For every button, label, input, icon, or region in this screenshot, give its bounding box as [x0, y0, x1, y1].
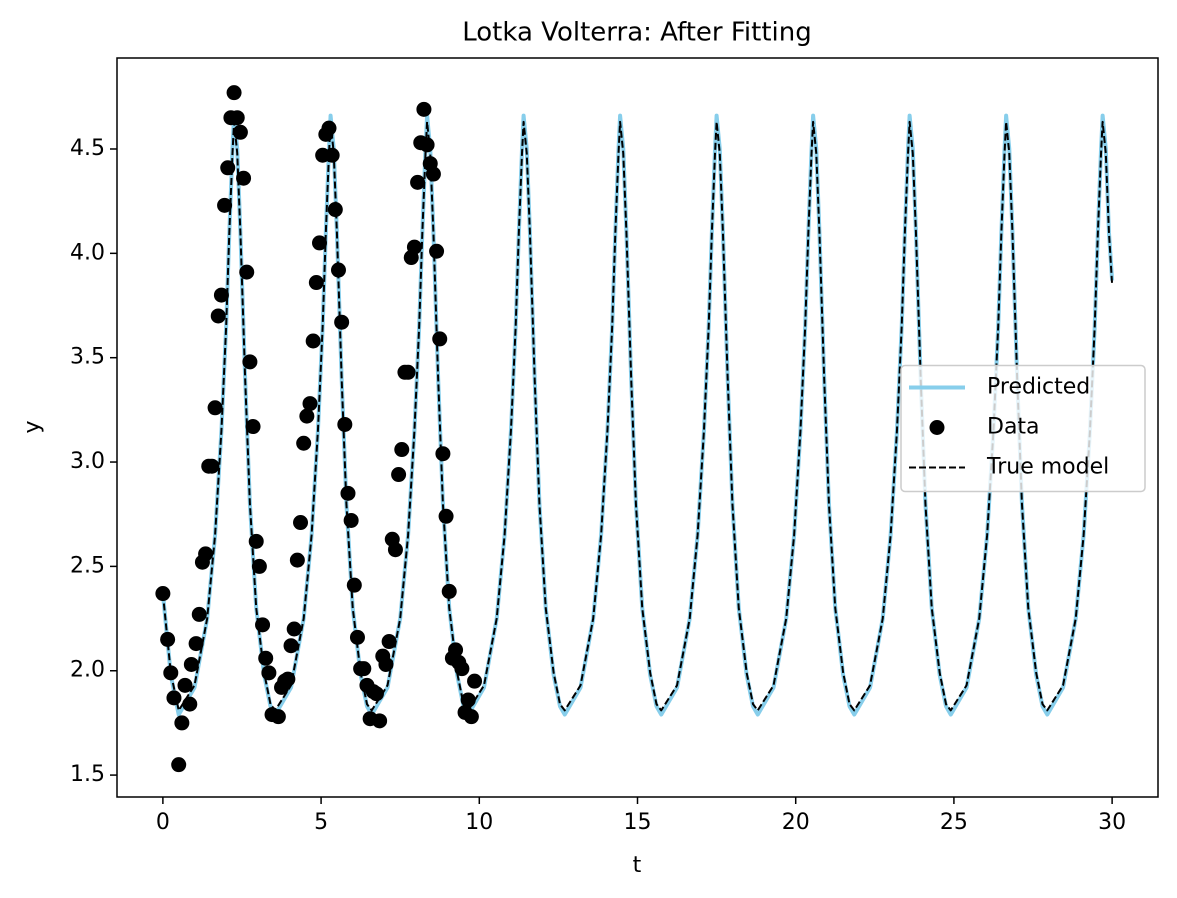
line	[161, 120, 1114, 712]
data-point	[283, 638, 299, 654]
data-point	[346, 577, 362, 593]
data-point	[334, 314, 350, 330]
data-point	[324, 147, 340, 163]
data-point	[229, 110, 245, 126]
data-point	[463, 709, 479, 725]
data-point	[213, 287, 229, 303]
data-point	[210, 308, 226, 324]
legend-symbol	[929, 420, 945, 435]
data-point	[270, 709, 286, 725]
chart-title: Lotka Volterra: After Fitting	[462, 18, 811, 48]
data-point	[183, 656, 199, 672]
data-point	[299, 408, 315, 424]
data-point	[327, 202, 343, 218]
data-point	[217, 197, 233, 213]
legend-label: Predicted	[987, 375, 1090, 400]
data-point	[441, 583, 457, 599]
data-point	[425, 166, 441, 182]
legend: Predicted Data True model	[900, 364, 1146, 493]
x-tick-label: 25	[940, 810, 968, 835]
data-point	[343, 512, 359, 528]
data-point	[293, 515, 309, 531]
data-point	[245, 419, 261, 435]
data-point	[391, 467, 407, 483]
data-point	[368, 686, 384, 702]
plot-area	[155, 85, 1115, 773]
data-point	[236, 170, 252, 186]
y-tick-label: 3.5	[70, 345, 105, 370]
y-tick-label: 1.5	[70, 762, 105, 787]
y-tick-label: 2.0	[70, 658, 105, 683]
data-point	[394, 442, 410, 458]
data-point	[416, 101, 432, 117]
y-tick-label: 3.0	[70, 449, 105, 474]
data-point	[204, 458, 220, 474]
data-point	[429, 243, 445, 259]
data-point	[419, 137, 435, 153]
data-point	[308, 275, 324, 291]
data-point	[296, 435, 312, 451]
y-tick-label: 2.5	[70, 553, 105, 578]
data-point	[198, 546, 214, 562]
data-point	[321, 120, 337, 136]
data-point	[406, 239, 422, 255]
data-point	[349, 629, 365, 645]
data-point	[251, 558, 267, 574]
data-point	[207, 400, 223, 416]
data-point	[467, 673, 483, 689]
x-tick-label: 10	[465, 810, 493, 835]
legend-label: True model	[986, 455, 1109, 480]
data-point	[454, 661, 470, 677]
x-tick-label: 20	[782, 810, 810, 835]
data-point	[226, 85, 242, 101]
data-point	[372, 713, 388, 729]
plot-frame	[116, 57, 1159, 798]
data-point	[432, 331, 448, 347]
x-tick-label: 30	[1098, 810, 1126, 835]
x-tick-label: 15	[624, 810, 652, 835]
data-point	[305, 333, 321, 349]
data-point	[438, 508, 454, 524]
data-point	[410, 174, 426, 190]
data-point	[286, 621, 302, 637]
data-point	[242, 354, 258, 370]
data-point	[191, 606, 207, 622]
data-point	[232, 124, 248, 140]
data-point	[239, 264, 255, 280]
data-point	[261, 665, 277, 681]
data-point	[177, 677, 193, 693]
data-point	[387, 542, 403, 558]
x-tick-label: 0	[156, 810, 170, 835]
data-point	[163, 665, 179, 681]
data-point	[248, 533, 264, 549]
data-point	[330, 262, 346, 278]
legend-box	[900, 364, 1146, 493]
data-point	[400, 364, 416, 380]
data-point	[182, 696, 198, 712]
y-tick-label: 4.0	[70, 240, 105, 265]
x-tick-label: 5	[314, 810, 328, 835]
data-point	[166, 690, 182, 706]
y-tick-label: 4.5	[70, 136, 105, 161]
data-point	[340, 485, 356, 501]
data-point	[258, 650, 274, 666]
data-point	[337, 416, 353, 432]
data-point	[435, 446, 451, 462]
data-point	[174, 715, 190, 731]
legend-label: Data	[987, 415, 1040, 440]
x-axis-label: t	[633, 853, 642, 878]
y-axis-label: y	[20, 420, 45, 433]
data-point	[302, 396, 318, 412]
data-point	[280, 671, 296, 687]
data-point	[171, 757, 187, 773]
data-point	[378, 656, 394, 672]
data-point	[448, 642, 464, 658]
data-point	[188, 636, 204, 652]
data-point	[289, 552, 305, 568]
data-point	[312, 235, 328, 251]
data-point	[381, 634, 397, 650]
